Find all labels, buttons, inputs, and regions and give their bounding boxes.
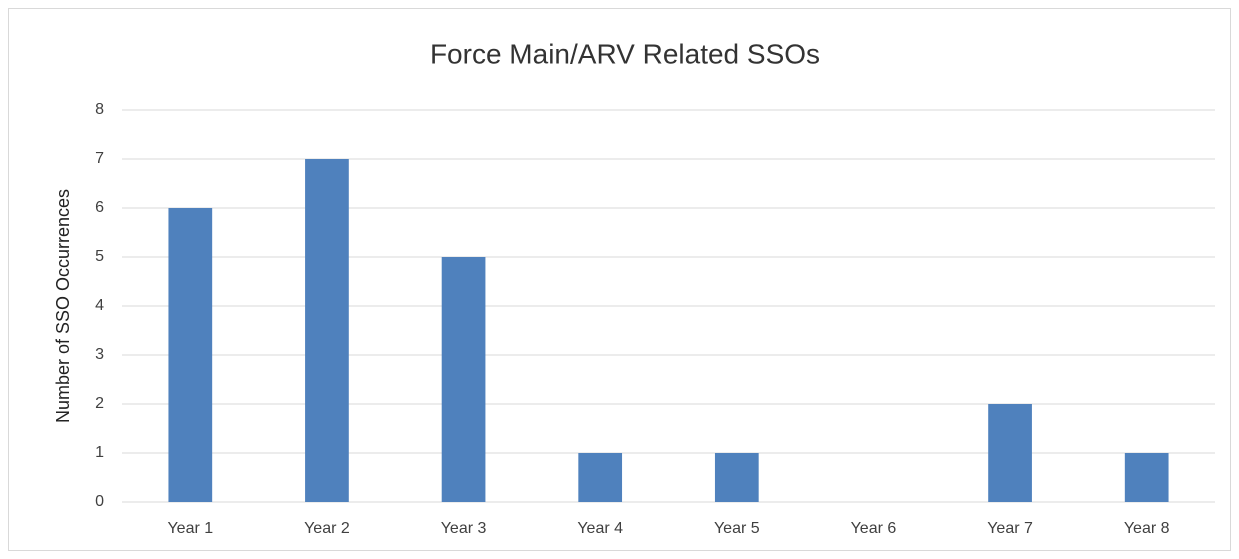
y-tick-label: 8 [95, 101, 104, 118]
x-tick-label: Year 1 [167, 520, 213, 537]
x-tick-label: Year 2 [304, 520, 350, 537]
bar [305, 159, 349, 502]
bar [441, 257, 486, 502]
y-tick-label: 3 [95, 346, 104, 363]
bar [578, 453, 623, 502]
y-tick-label: 2 [95, 395, 104, 412]
y-tick-label: 7 [95, 150, 104, 167]
y-tick-label: 4 [95, 297, 104, 314]
x-tick-label: Year 7 [987, 520, 1033, 537]
x-tick-label: Year 3 [441, 520, 487, 537]
y-axis-title: Number of SSO Occurrences [53, 189, 73, 423]
y-tick-label: 0 [95, 493, 104, 510]
bar [714, 453, 759, 502]
x-tick-label: Year 5 [714, 520, 760, 537]
y-tick-label: 5 [95, 248, 104, 265]
x-tick-label: Year 4 [577, 520, 623, 537]
y-tick-label: 6 [95, 199, 104, 216]
bar [168, 208, 213, 502]
bar [988, 404, 1032, 502]
x-tick-label: Year 6 [851, 520, 897, 537]
bar [1124, 453, 1169, 502]
chart-title: Force Main/ARV Related SSOs [430, 38, 820, 69]
y-tick-label: 1 [95, 444, 104, 461]
x-tick-label: Year 8 [1124, 520, 1170, 537]
